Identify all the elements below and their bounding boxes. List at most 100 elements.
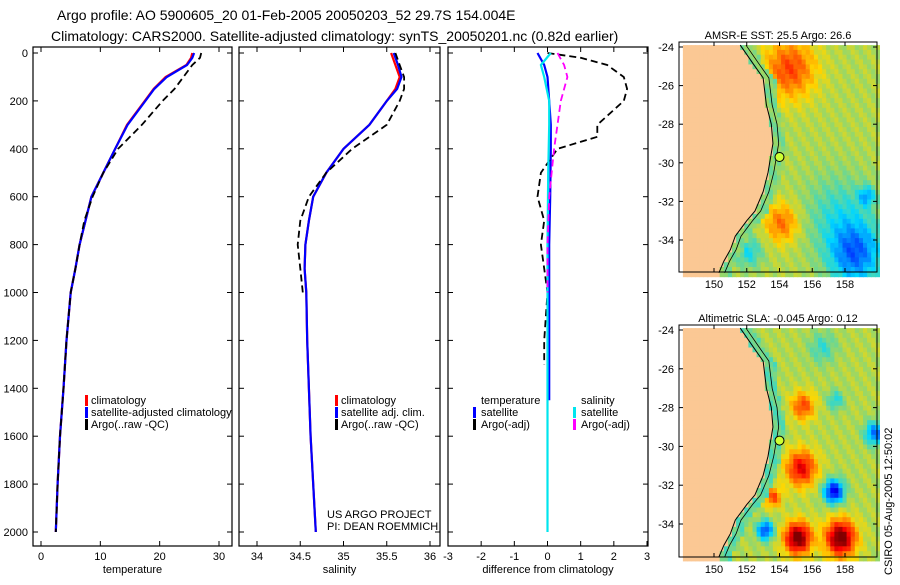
- x-tick-label: 35.5: [376, 551, 397, 563]
- lat-tick-label: -32: [658, 196, 674, 208]
- legend-swatch: [85, 419, 88, 430]
- x-tick-label: 20: [154, 551, 166, 563]
- lat-tick-label: -32: [658, 480, 674, 492]
- project-annotation: PI: DEAN ROEMMICH: [327, 521, 438, 533]
- x-axis-label: difference from climatology: [482, 564, 614, 576]
- y-tick-label: 1600: [4, 431, 28, 443]
- x-tick-label: -3: [443, 551, 453, 563]
- legend-swatch: [573, 407, 576, 418]
- map-frame: [678, 324, 878, 558]
- lat-tick-label: -24: [658, 325, 674, 337]
- sst-map: AMSR-E SST: 25.5 Argo: 26.6 150 152 154 156 1…: [658, 30, 880, 291]
- x-axis-label: salinity: [323, 564, 357, 576]
- y-tick-label: 800: [10, 240, 28, 252]
- y-tick-label: 600: [10, 192, 28, 204]
- x-axis-label: temperature: [103, 564, 162, 576]
- legend-label: Argo(-adj): [581, 419, 630, 431]
- lat-tick-label: -28: [658, 119, 674, 131]
- y-tick-label: 1000: [4, 288, 28, 300]
- legend-label: Argo(..raw -QC): [91, 419, 169, 431]
- sla-map: Altimetric SLA: -0.045 Argo: 0.12 150 152 1…: [658, 313, 880, 576]
- legend-label: Argo(-adj): [481, 419, 530, 431]
- x-tick-label: 30: [213, 551, 225, 563]
- legend-label: satellite: [581, 407, 618, 419]
- y-tick-label: 1400: [4, 383, 28, 395]
- temperature-panel: 0 200 400 600 800 1000 1200 1400 1600 1800 2000 0 10…: [4, 46, 233, 576]
- legend-swatch: [473, 407, 476, 418]
- salinity-panel: 34 34.5 35 35.5 36 salinity climatologysatelli…: [238, 46, 441, 576]
- depth-contour: [724, 44, 780, 273]
- lon-tick-label: 152: [738, 279, 756, 291]
- legend-swatch: [573, 419, 576, 430]
- x-tick-label: 34.5: [290, 551, 311, 563]
- series-line-argo-raw-qc-: [296, 52, 406, 293]
- x-tick-label: 3: [644, 551, 650, 563]
- lon-tick-label: 152: [738, 564, 756, 576]
- lon-tick-label: 154: [770, 279, 788, 291]
- lat-tick-label: -26: [658, 81, 674, 93]
- lon-tick-label: 156: [803, 564, 821, 576]
- coastline: [718, 327, 774, 558]
- x-tick-label: 2: [611, 551, 617, 563]
- legend-heading: temperature: [481, 395, 540, 407]
- depth-contour: [724, 327, 780, 558]
- salinity-axes-box: [238, 46, 441, 547]
- legend-swatch: [473, 419, 476, 430]
- series-line-satellite-adj-clim-: [303, 52, 403, 533]
- legend-label: satellite-adjusted climatology: [91, 407, 232, 419]
- y-tick-label: 0: [22, 48, 28, 60]
- legend-heading: salinity: [581, 395, 615, 407]
- series-line-temperature-argo-adj-: [536, 52, 629, 365]
- temperature-axes-box: [32, 46, 233, 547]
- x-tick-label: 0: [38, 551, 44, 563]
- difference-panel: -3 -2 -1 0 1 2 3 difference from climatology tem…: [443, 46, 650, 576]
- map-pixels: [682, 45, 880, 278]
- legend-swatch: [335, 395, 338, 406]
- legend-label: climatology: [341, 395, 397, 407]
- legend-label: satellite: [481, 407, 518, 419]
- map-title: Altimetric SLA: -0.045 Argo: 0.12: [698, 313, 858, 325]
- legend-swatch: [335, 407, 338, 418]
- lon-tick-label: 150: [705, 279, 723, 291]
- x-tick-label: 35: [337, 551, 349, 563]
- x-tick-label: 1: [578, 551, 584, 563]
- lon-tick-label: 158: [836, 564, 854, 576]
- x-tick-label: 34: [251, 551, 263, 563]
- legend-swatch: [335, 419, 338, 430]
- x-tick-label: 0: [544, 551, 550, 563]
- series-line-salinity-satellite: [539, 52, 552, 532]
- y-tick-label: 200: [10, 96, 28, 108]
- lat-tick-label: -30: [658, 158, 674, 170]
- coastline: [718, 44, 774, 274]
- legend-label: climatology: [91, 395, 147, 407]
- y-tick-label: 2000: [4, 527, 28, 539]
- series-line-salinity-argo-adj-: [546, 52, 569, 293]
- argo-float-marker: [774, 435, 785, 446]
- y-tick-label: 1800: [4, 479, 28, 491]
- lon-tick-label: 156: [803, 279, 821, 291]
- x-tick-label: 36: [424, 551, 436, 563]
- map-title: AMSR-E SST: 25.5 Argo: 26.6: [705, 30, 852, 42]
- legend-swatch: [85, 407, 88, 418]
- y-tick-label: 400: [10, 144, 28, 156]
- x-tick-label: -2: [476, 551, 486, 563]
- legend-label: satellite adj. clim.: [341, 407, 425, 419]
- argo-float-marker: [774, 152, 785, 163]
- legend-label: Argo(..raw -QC): [341, 419, 419, 431]
- y-tick-label: 1200: [4, 335, 28, 347]
- lat-tick-label: -30: [658, 441, 674, 453]
- lon-tick-label: 150: [705, 564, 723, 576]
- series-line-argo-raw-qc-: [54, 52, 203, 533]
- legend-swatch: [85, 395, 88, 406]
- lon-tick-label: 154: [770, 564, 788, 576]
- series-line-temperature-satellite: [536, 52, 552, 401]
- x-tick-label: -1: [509, 551, 519, 563]
- title-line-2: Climatology: CARS2000. Satellite-adjuste…: [51, 28, 618, 44]
- lat-tick-label: -24: [658, 42, 674, 54]
- lat-tick-label: -28: [658, 403, 674, 415]
- lat-tick-label: -26: [658, 364, 674, 376]
- lon-tick-label: 158: [836, 279, 854, 291]
- title-line-1: Argo profile: AO 5900605_20 01-Feb-2005 …: [57, 7, 515, 23]
- lat-tick-label: -34: [658, 235, 674, 247]
